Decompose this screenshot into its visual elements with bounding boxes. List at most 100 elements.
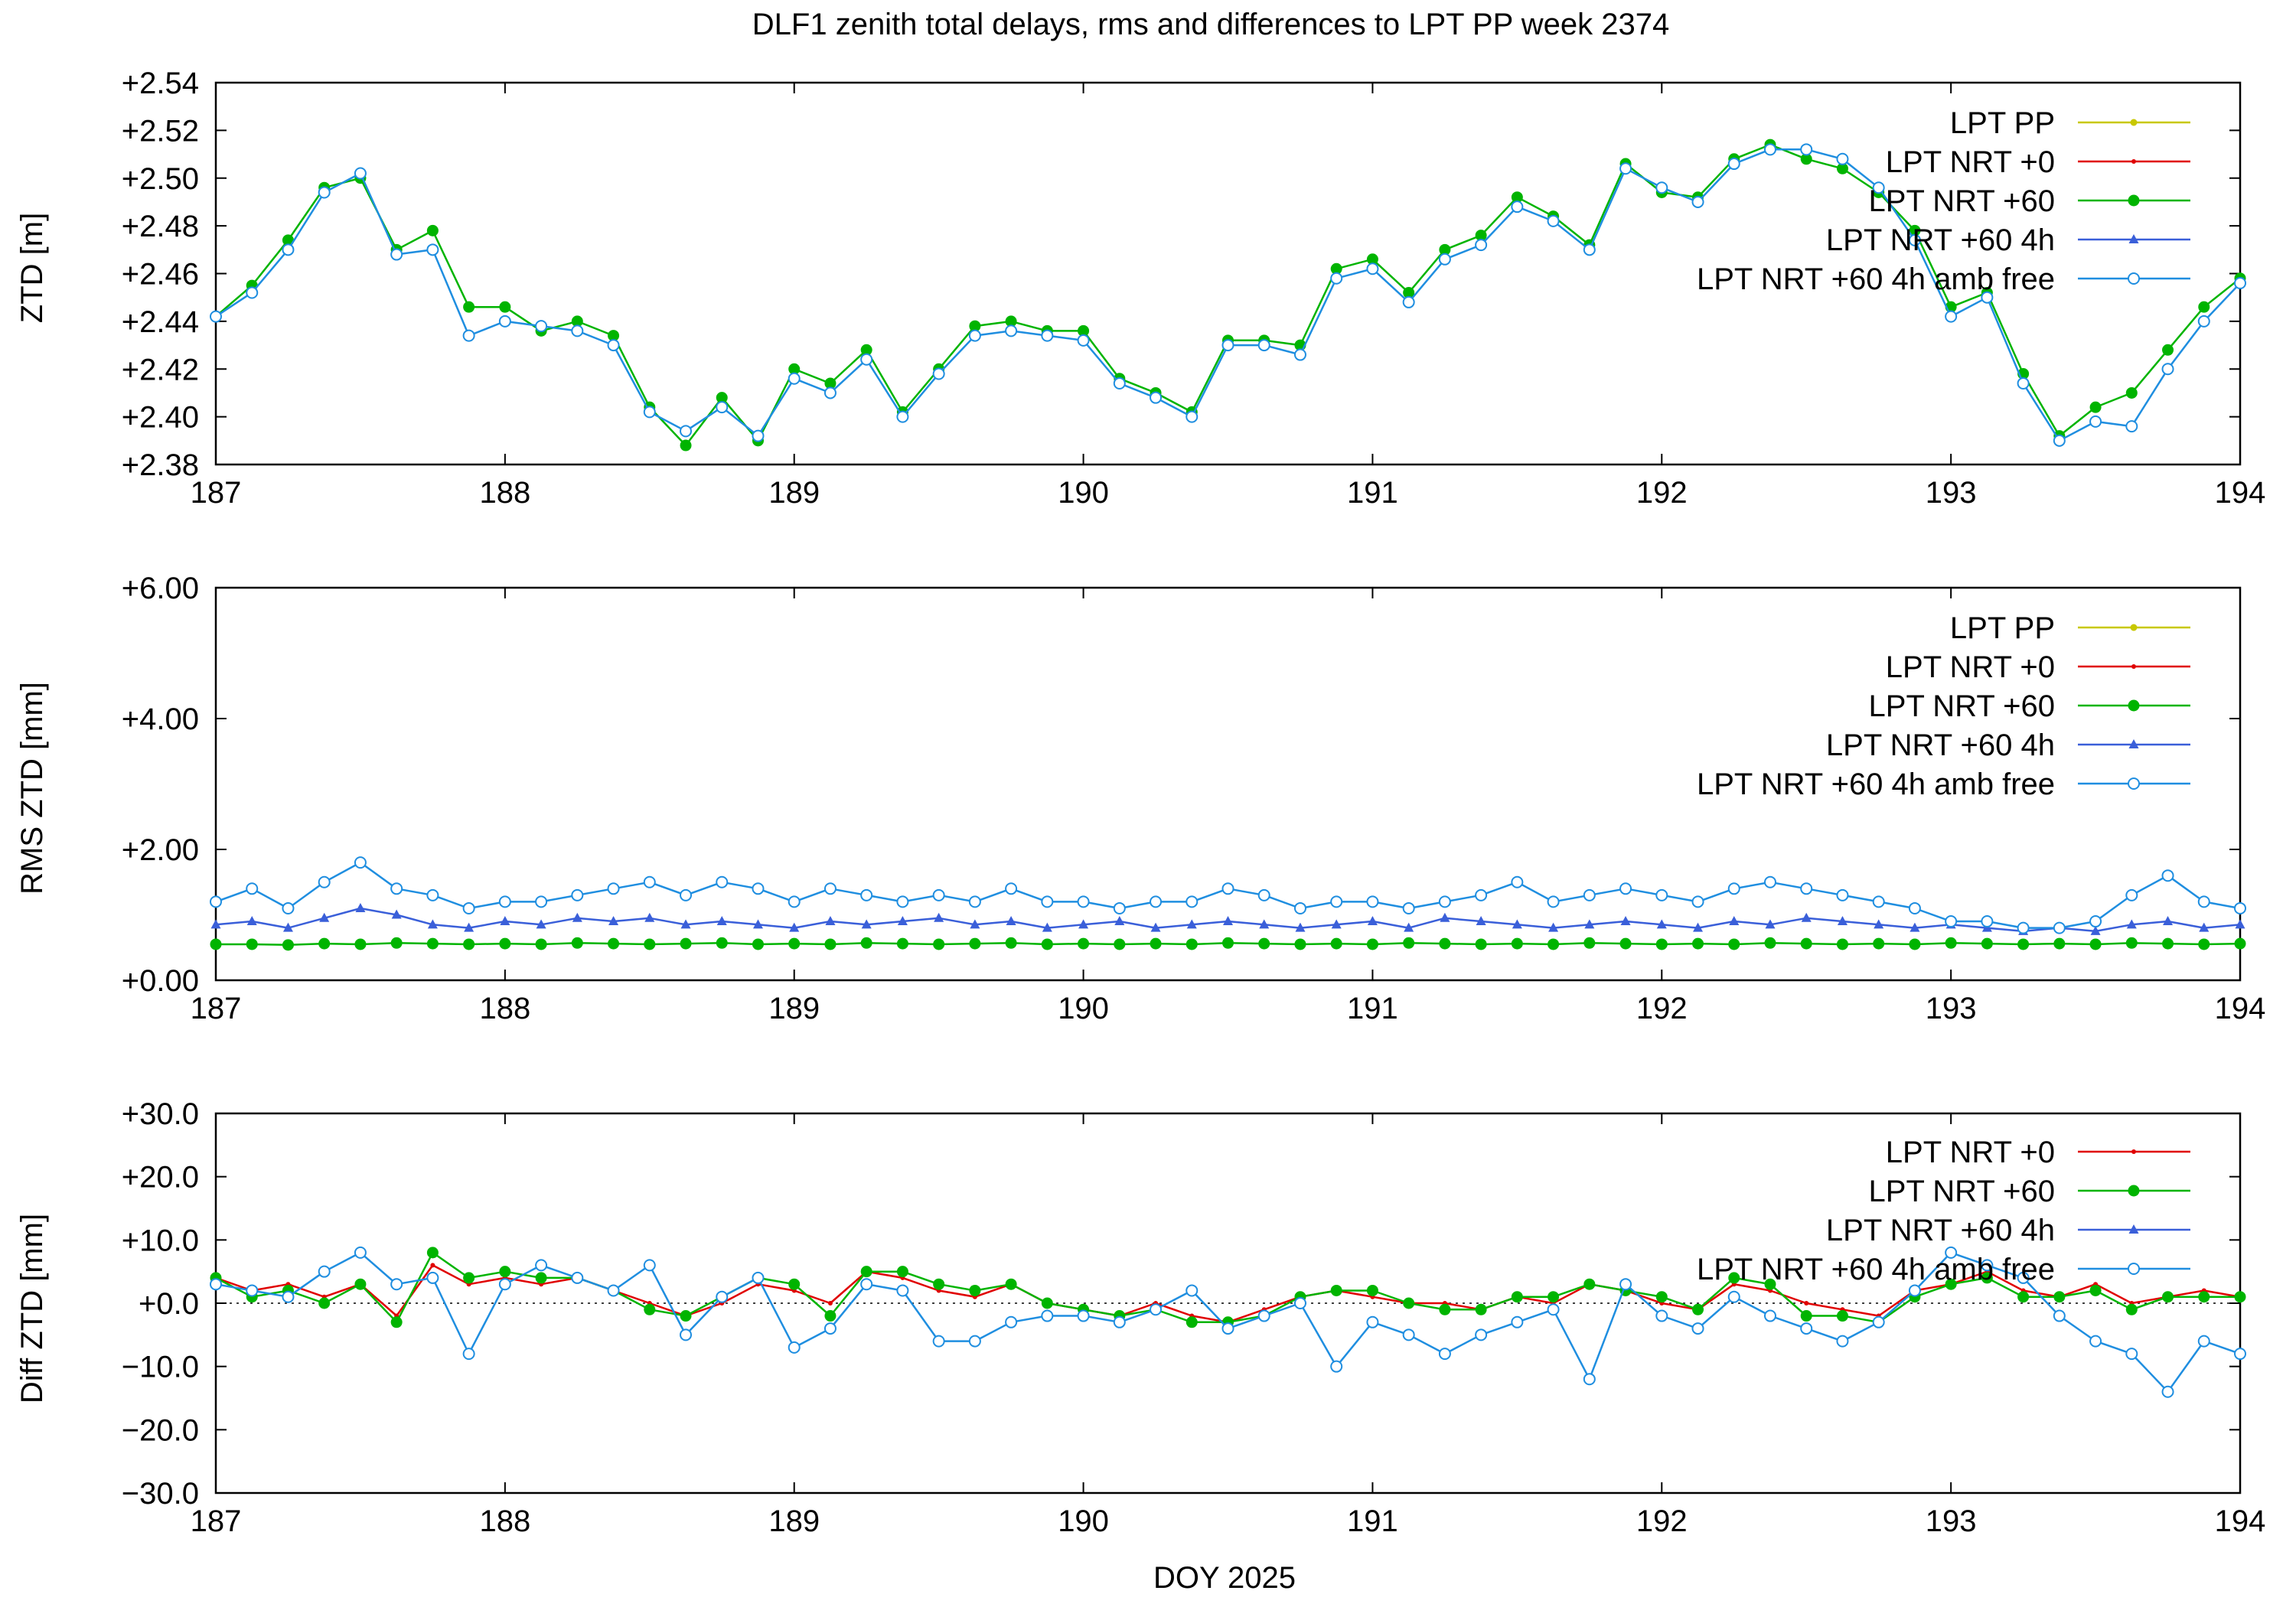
diff-point-lpt-nrt-60-4h-amb-free xyxy=(1981,1259,1994,1272)
rms-point-lpt-nrt-60-4h-amb-free xyxy=(860,888,873,901)
ztd-point-lpt-nrt-60 xyxy=(1403,286,1415,298)
rms-point-lpt-nrt-60-4h-amb-free xyxy=(282,901,295,914)
diff-ytick-label: +10.0 xyxy=(122,1224,199,1257)
ztd-point-lpt-nrt-60 xyxy=(282,234,294,246)
ztd-point-lpt-nrt-60 xyxy=(1909,224,1921,236)
x-axis-label: DOY 2025 xyxy=(1153,1561,1296,1595)
rms-point-lpt-nrt-60-4h xyxy=(246,916,257,926)
ztd-point-lpt-nrt-60-4h-amb-free xyxy=(716,401,729,414)
ztd-legend-label: LPT NRT +0 xyxy=(1886,145,2055,179)
rms-point-lpt-nrt-60-4h xyxy=(1440,912,1450,922)
rms-point-lpt-nrt-60-4h-amb-free xyxy=(210,895,222,908)
ztd-point-lpt-nrt-60-4h-amb-free xyxy=(2161,363,2174,376)
ztd-legend-marker xyxy=(2128,194,2140,207)
rms-point-lpt-nrt-60 xyxy=(246,938,258,950)
ztd-point-lpt-nrt-60-4h-amb-free xyxy=(823,386,837,399)
ztd-point-lpt-nrt-60-4h-amb-free xyxy=(1872,181,1885,194)
rms-point-lpt-nrt-60 xyxy=(2125,937,2138,949)
rms-point-lpt-nrt-60 xyxy=(969,937,981,950)
ztd-point-lpt-nrt-60 xyxy=(1511,191,1523,204)
diff-point-lpt-nrt-60-4h-amb-free xyxy=(1872,1315,1885,1328)
ztd-point-lpt-nrt-60-4h-amb-free xyxy=(2234,276,2246,289)
rms-point-lpt-nrt-60 xyxy=(318,937,331,950)
rms-point-lpt-nrt-60 xyxy=(1114,938,1126,950)
ztd-point-lpt-nrt-60-4h-amb-free xyxy=(1293,348,1306,361)
rms-point-lpt-nrt-60 xyxy=(2162,937,2174,950)
ztd-point-lpt-nrt-60-4h-amb-free xyxy=(2197,315,2210,328)
diff-point-lpt-nrt-60-4h-amb-free xyxy=(860,1278,873,1291)
diff-point-lpt-nrt-60 xyxy=(1366,1284,1378,1296)
ztd-xtick-label: 188 xyxy=(479,476,530,510)
ztd-point-lpt-nrt-60 xyxy=(788,363,801,375)
diff-point-lpt-nrt-60 xyxy=(1945,1278,1957,1290)
diff-point-lpt-nrt-60 xyxy=(535,1272,547,1284)
rms-point-lpt-nrt-60 xyxy=(499,937,511,950)
ztd-point-lpt-nrt-60-4h-amb-free xyxy=(1583,243,1596,256)
diff-point-lpt-nrt-60 xyxy=(1655,1291,1668,1303)
ztd-ylabel: ZTD [m] xyxy=(15,213,49,323)
diff-point-lpt-nrt-60-4h-amb-free xyxy=(1402,1328,1415,1341)
ztd-point-lpt-nrt-60-4h-amb-free xyxy=(390,248,403,261)
ztd-point-lpt-nrt-60 xyxy=(1439,243,1451,256)
ztd-point-lpt-nrt-60-4h-amb-free xyxy=(1402,295,1415,308)
ztd-point-lpt-nrt-60-4h-amb-free xyxy=(643,406,656,419)
rms-xtick-label: 192 xyxy=(1636,992,1688,1025)
diff-point-lpt-nrt-60 xyxy=(318,1297,331,1309)
rms-point-lpt-nrt-60-4h-amb-free xyxy=(1330,895,1343,908)
rms-point-lpt-nrt-60 xyxy=(282,939,294,951)
diff-point-lpt-nrt-60-4h-amb-free xyxy=(210,1278,222,1291)
rms-point-lpt-nrt-60-4h-amb-free xyxy=(535,895,548,908)
ztd-point-lpt-nrt-60-4h-amb-free xyxy=(1763,143,1776,156)
ztd-point-lpt-nrt-60-4h-amb-free xyxy=(1257,339,1270,352)
ztd-ytick-label: +2.48 xyxy=(122,210,199,243)
diff-point-lpt-nrt-60-4h-amb-free xyxy=(354,1246,367,1259)
ztd-point-lpt-nrt-60-4h-amb-free xyxy=(535,320,548,333)
ztd-point-lpt-nrt-60 xyxy=(463,301,475,313)
rms-point-lpt-nrt-60-4h-amb-free xyxy=(1583,888,1596,901)
ztd-point-lpt-nrt-60 xyxy=(824,377,837,390)
diff-point-lpt-nrt-60-4h-amb-free xyxy=(1655,1309,1668,1322)
rms-point-lpt-nrt-60-4h-amb-free xyxy=(1908,901,1921,914)
rms-point-lpt-nrt-60-4h xyxy=(1548,922,1559,932)
rms-point-lpt-nrt-60-4h-amb-free xyxy=(1511,875,1524,888)
diff-point-lpt-nrt-0 xyxy=(430,1263,435,1268)
ztd-point-lpt-nrt-60 xyxy=(969,320,981,332)
rms-xtick-label: 190 xyxy=(1058,992,1109,1025)
diff-ytick-labels: −30.0 −20.0 −10.0 +0.0 +10.0 +20.0 +30.0 xyxy=(122,1097,199,1511)
diff-point-lpt-nrt-60 xyxy=(1728,1272,1740,1284)
rms-point-lpt-nrt-60 xyxy=(1330,937,1342,950)
ztd-xtick-label: 194 xyxy=(2215,476,2266,510)
ztd-point-lpt-nrt-60-4h-amb-free xyxy=(210,310,222,323)
diff-point-lpt-nrt-60-4h-amb-free xyxy=(607,1284,620,1297)
ztd-point-lpt-nrt-60 xyxy=(1800,153,1812,165)
ztd-point-lpt-nrt-60-4h-amb-free xyxy=(1981,291,1994,304)
diff-point-lpt-nrt-60 xyxy=(1692,1303,1704,1315)
ztd-legend: LPT PP LPT NRT +0 LPT NRT +60 LPT NRT +60 4… xyxy=(1697,106,2190,296)
ztd-legend-marker xyxy=(2130,119,2138,126)
rms-point-lpt-nrt-60-4h-amb-free xyxy=(1221,882,1234,895)
rms-point-lpt-nrt-60 xyxy=(1692,937,1704,950)
diff-ytick-label: −30.0 xyxy=(122,1477,199,1511)
rms-point-lpt-nrt-60-4h xyxy=(1295,922,1306,932)
rms-legend-marker xyxy=(2128,699,2140,712)
diff-xtick-label: 188 xyxy=(479,1504,530,1538)
rms-point-lpt-nrt-60 xyxy=(1583,937,1596,949)
rms-point-lpt-nrt-60-4h-amb-free xyxy=(788,895,801,908)
ztd-point-lpt-nrt-60-4h-amb-free xyxy=(1330,272,1343,285)
rms-point-lpt-nrt-60-4h-amb-free xyxy=(246,882,259,895)
rms-point-lpt-nrt-60-4h-amb-free xyxy=(1836,888,1849,901)
rms-point-lpt-nrt-60-4h-amb-free xyxy=(1655,888,1668,901)
diff-point-lpt-nrt-60-4h-amb-free xyxy=(2161,1385,2174,1398)
diff-point-lpt-nrt-60 xyxy=(1439,1303,1451,1315)
rms-point-lpt-nrt-60-4h-amb-free xyxy=(498,895,511,908)
rms-point-lpt-nrt-60-4h-amb-free xyxy=(1547,895,1560,908)
rms-ytick-label: +4.00 xyxy=(122,702,199,736)
ztd-point-lpt-nrt-60-4h-amb-free xyxy=(1366,262,1379,275)
rms-point-lpt-nrt-60-4h xyxy=(1259,919,1270,929)
ztd-ytick-label: +2.38 xyxy=(122,448,199,482)
ztd-point-lpt-nrt-60-4h-amb-free xyxy=(2053,434,2066,447)
diff-point-lpt-nrt-60 xyxy=(2053,1291,2066,1303)
ztd-point-lpt-nrt-60 xyxy=(1330,262,1342,275)
diff-point-lpt-nrt-60 xyxy=(2198,1291,2210,1303)
diff-point-lpt-nrt-60 xyxy=(2089,1284,2102,1296)
